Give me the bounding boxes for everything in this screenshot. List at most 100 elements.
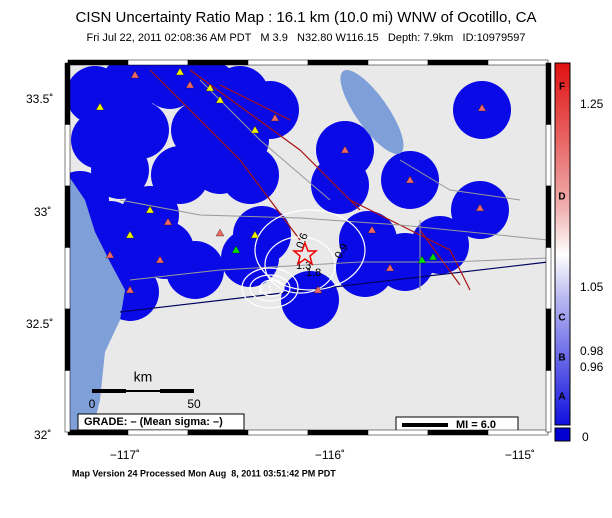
station [125,285,135,294]
frame-tick [64,370,71,433]
frame-tick [487,429,549,436]
scale-end: 50 [187,397,201,411]
scale-unit: km [134,369,153,385]
map-frame [64,59,552,436]
station [105,250,115,259]
station [405,175,415,184]
station [125,230,135,239]
station [130,70,140,79]
frame-tick [187,59,249,66]
colorbar-value: 0 [582,430,589,444]
frame-tick [64,247,71,310]
lat-label: 33.5˚ [26,92,53,106]
grade-letter: C [558,313,565,324]
station [385,263,395,272]
stations [95,67,487,294]
lat-label: 33˚ [34,205,51,219]
station [367,225,377,234]
station [428,252,438,261]
station [477,103,487,112]
mi-box [395,416,519,432]
scale-start: 0 [89,397,96,411]
station [145,205,155,214]
colorbar-value: 0.96 [580,360,604,374]
frame-tick [545,308,552,371]
frame-tick [64,308,71,371]
frame-tick [247,429,309,436]
frame-tick [307,59,369,66]
epicenter [291,240,319,266]
lon-label: −115˚ [505,448,535,462]
frame-tick [545,62,552,125]
station [163,217,173,226]
title: CISN Uncertainty Ratio Map : 16.1 km (10… [76,9,537,26]
frame-tick [427,429,489,436]
frame-tick [307,429,369,436]
frame-tick [545,185,552,248]
station [270,113,280,122]
colorbar-zero [554,427,571,442]
contour-label: 2.1 [258,284,273,296]
map: 0.6 1.3 1.8 0.9 2.1 km 0 50 GRADE: – (Me… [68,63,548,432]
frame-tick [187,429,249,436]
lat-label: 32˚ [34,428,51,442]
faults [149,69,471,291]
lon-label: −117˚ [110,448,140,462]
grade-letter: A [558,392,565,403]
colorbar [554,62,571,426]
mi-legend: MI = 6.0 [456,419,496,431]
scale-bar [92,389,194,393]
coverage-blob [336,239,394,297]
coverage-blob [311,156,369,214]
frame-tick [367,59,429,66]
frame-tick [127,59,189,66]
station [417,255,427,264]
frame-tick [67,429,129,436]
frame-tick [545,370,552,433]
station [313,285,323,294]
frame-tick [67,59,129,66]
frame-tick [64,62,71,125]
coverage-blob [166,241,224,299]
grade-letter: D [558,192,565,203]
station [155,255,165,264]
station [95,102,105,111]
contours [241,209,366,309]
grade: GRADE: – (Mean sigma: –) [84,416,223,428]
subtitle: Fri Jul 22, 2011 02:08:36 AM PDT M 3.9 N… [86,32,525,44]
colorbar-value: 1.05 [580,280,604,294]
frame-tick [64,185,71,248]
border [119,261,548,313]
frame-tick [64,124,71,187]
station [175,67,185,76]
coverage-blob [151,146,209,204]
footer: Map Version 24 Processed Mon Aug 8, 2011… [72,468,336,478]
contour-label: 1.8 [306,267,321,279]
lon-label: −116˚ [315,448,345,462]
station [475,203,485,212]
station [250,125,260,134]
colorbar-value: 0.98 [580,344,604,358]
frame-tick [367,429,429,436]
frame-tick [127,429,189,436]
station [250,230,260,239]
ocean [68,175,125,432]
lat-label: 32.5˚ [26,317,53,331]
station [205,83,215,92]
frame-tick [545,247,552,310]
station [215,228,225,237]
blobs [68,63,511,329]
frame-tick [487,59,549,66]
frame-tick [545,124,552,187]
grade-letter: F [559,82,565,93]
station [231,245,241,254]
frame-tick [247,59,309,66]
station [340,145,350,154]
coverage-blob [91,141,149,199]
salton-sea [340,70,404,154]
station [215,95,225,104]
grade-letter: B [558,353,565,364]
station [185,80,195,89]
frame-tick [427,59,489,66]
